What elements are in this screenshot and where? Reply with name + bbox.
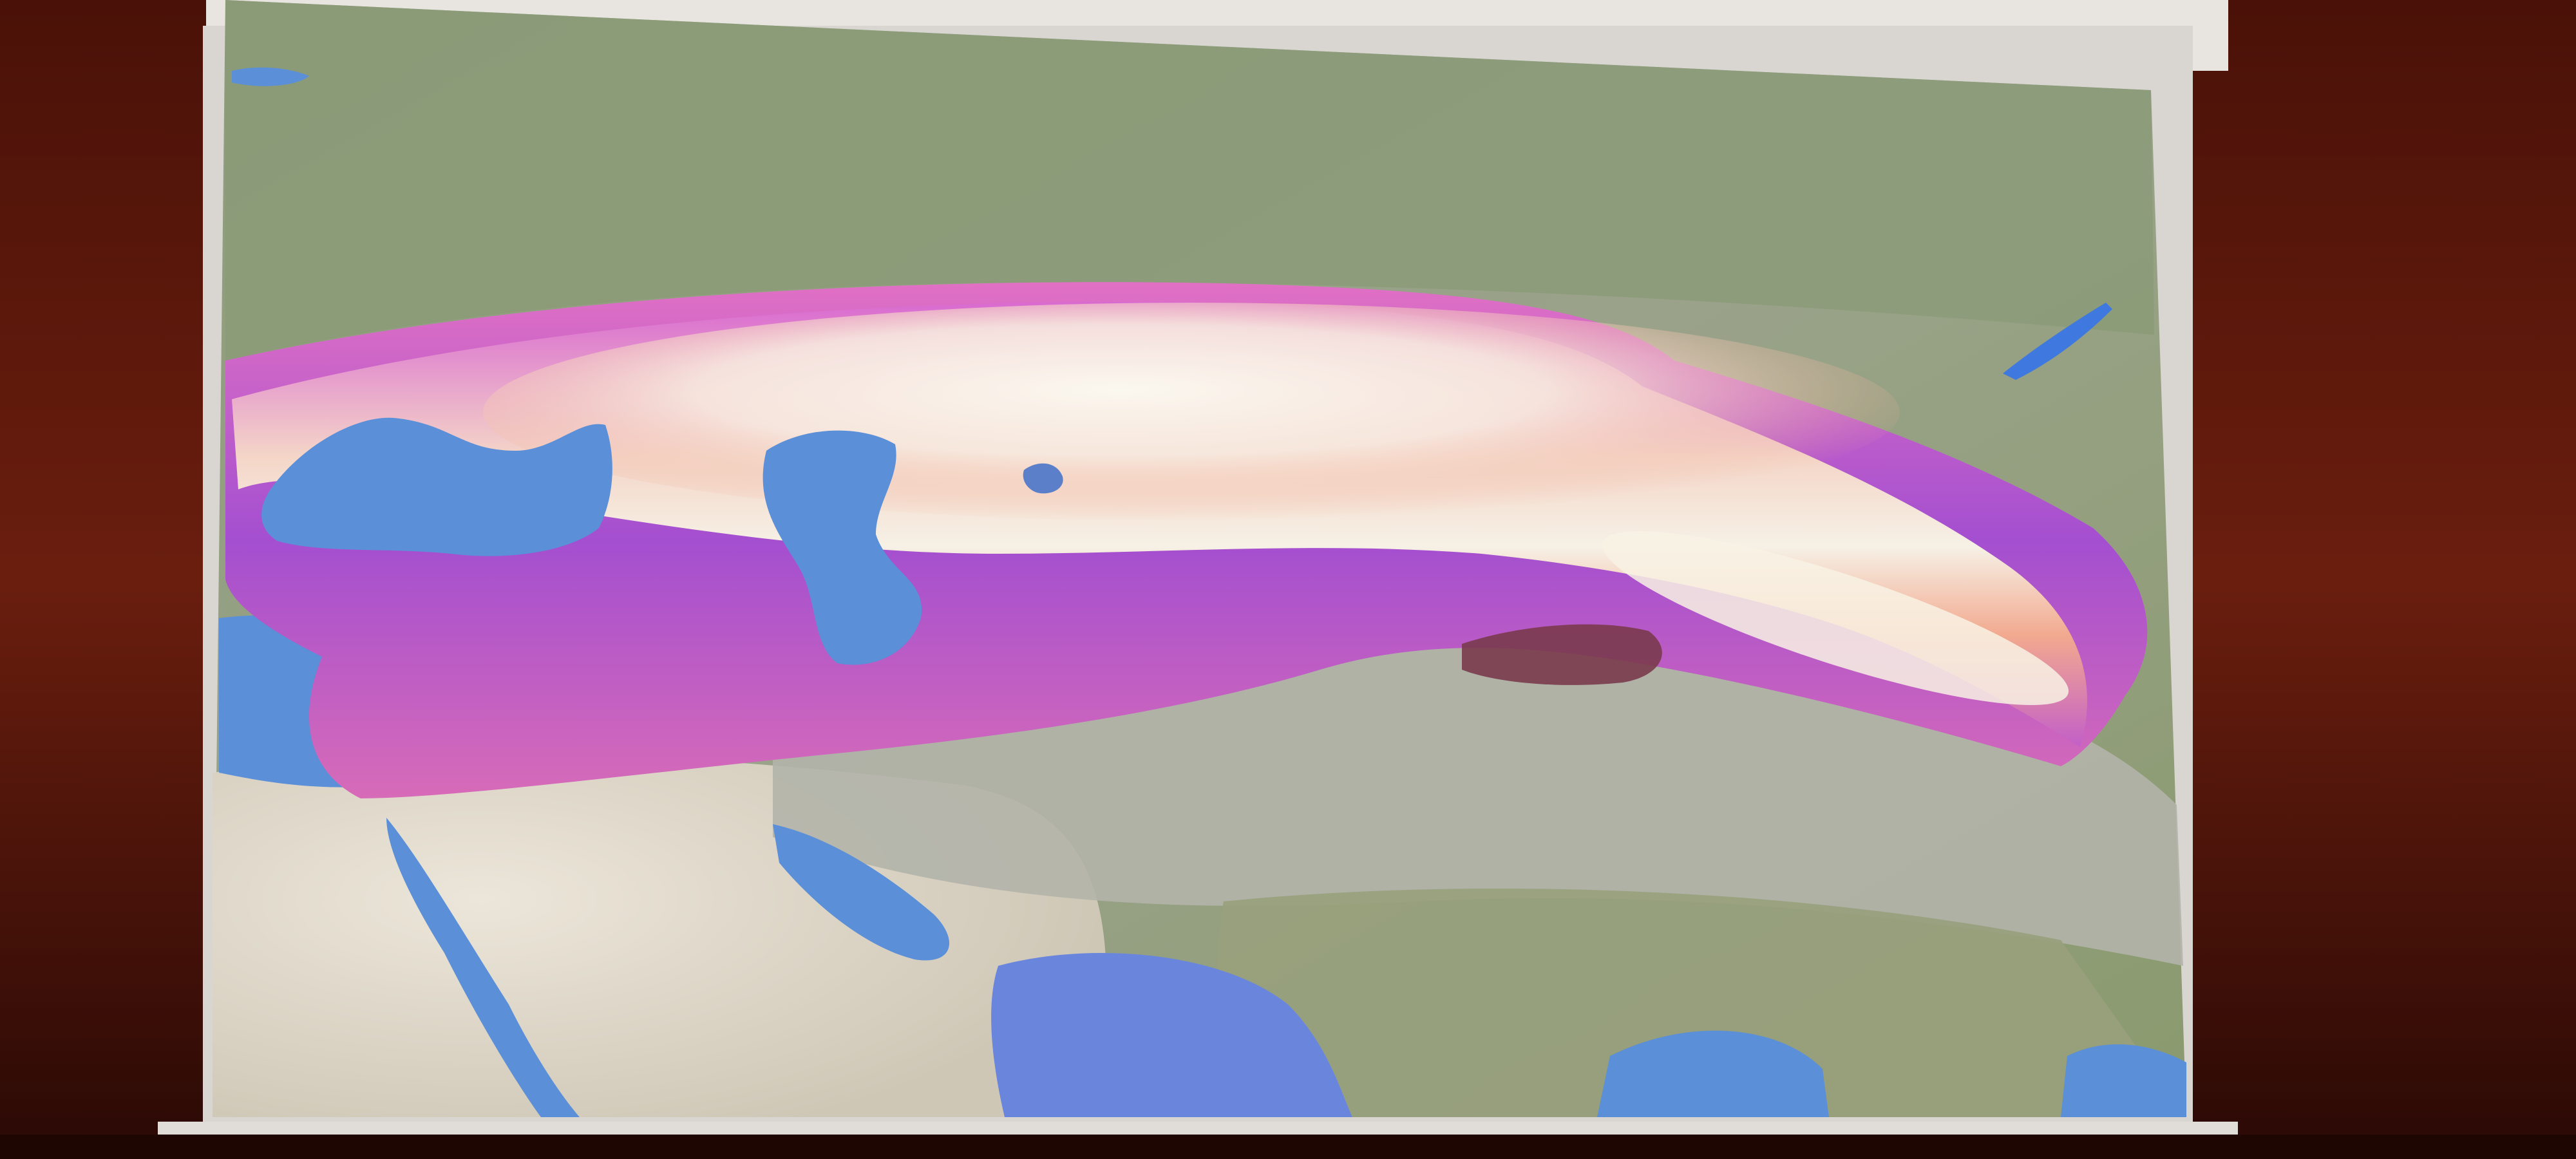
- projected-map: [213, 0, 2186, 1117]
- persian-gulf: [773, 824, 949, 961]
- floor-shadow: [0, 1135, 2576, 1159]
- south-asia-land: [1191, 889, 2186, 1117]
- bay-of-bengal: [1597, 1030, 1829, 1117]
- northern-steppe: [225, 0, 2154, 361]
- red-sea: [386, 818, 580, 1117]
- eastern-lake: [2003, 303, 2112, 380]
- aral-lake: [1023, 463, 1063, 494]
- small-lake-north: [232, 67, 309, 86]
- arabian-sea: [991, 953, 1352, 1117]
- tarim-basin: [1462, 624, 1662, 685]
- east-sea: [2061, 1044, 2186, 1117]
- screen-bottom-bar: [158, 1122, 2238, 1135]
- heat-hotspot-east: [1602, 531, 2069, 705]
- caspian-sea: [762, 430, 922, 665]
- central-highlands: [773, 641, 2183, 966]
- heat-hotspot: [483, 303, 1900, 522]
- black-sea: [261, 417, 612, 556]
